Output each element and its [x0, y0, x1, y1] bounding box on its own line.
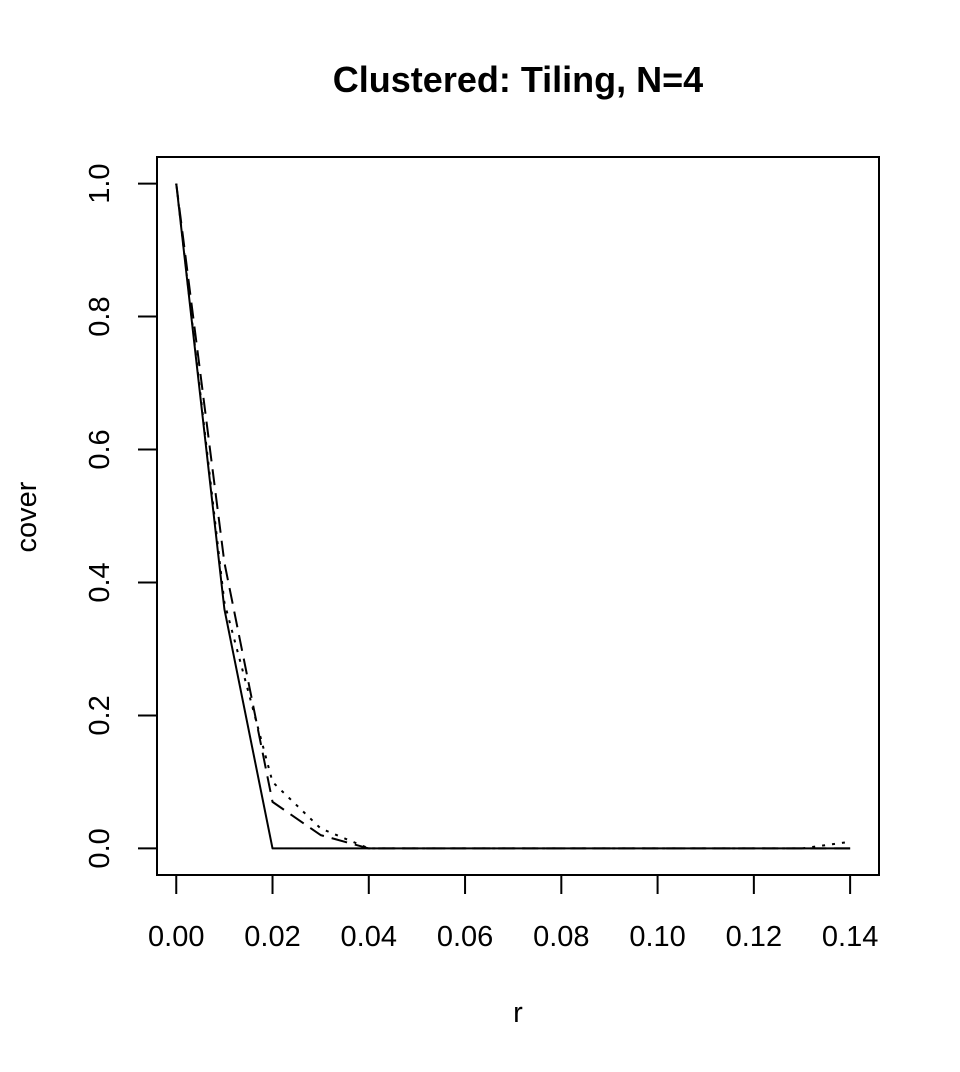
x-tick-label: 0.04	[341, 921, 397, 953]
x-tick-label: 0.12	[726, 921, 782, 953]
y-tick-label: 0.0	[84, 828, 116, 868]
x-axis: 0.00 0.02 0.04 0.06 0.08 0.10 0.12 0.14	[148, 874, 878, 953]
x-axis-label: r	[513, 997, 523, 1029]
series-line-solid	[175, 183, 851, 850]
x-tick-label: 0.14	[822, 921, 878, 953]
y-tick-label: 0.6	[84, 429, 116, 469]
x-tick-label: 0.06	[437, 921, 493, 953]
series-line-dashed	[175, 183, 851, 850]
x-tick-label: 0.08	[533, 921, 589, 953]
y-axis: 0.0 0.2 0.4 0.6 0.8 1.0	[84, 163, 158, 869]
chart-title: Clustered: Tiling, N=4	[333, 59, 703, 100]
x-tick-label: 0.00	[148, 921, 204, 953]
series-line-dotted	[175, 183, 851, 850]
y-tick-label: 1.0	[84, 163, 116, 203]
x-tick-label: 0.02	[244, 921, 300, 953]
x-tick-label: 0.10	[629, 921, 685, 953]
y-tick-label: 0.8	[84, 296, 116, 336]
y-tick-label: 0.2	[84, 695, 116, 735]
series-layer	[175, 183, 851, 850]
y-tick-label: 0.4	[84, 562, 116, 602]
y-axis-label: cover	[11, 481, 43, 552]
